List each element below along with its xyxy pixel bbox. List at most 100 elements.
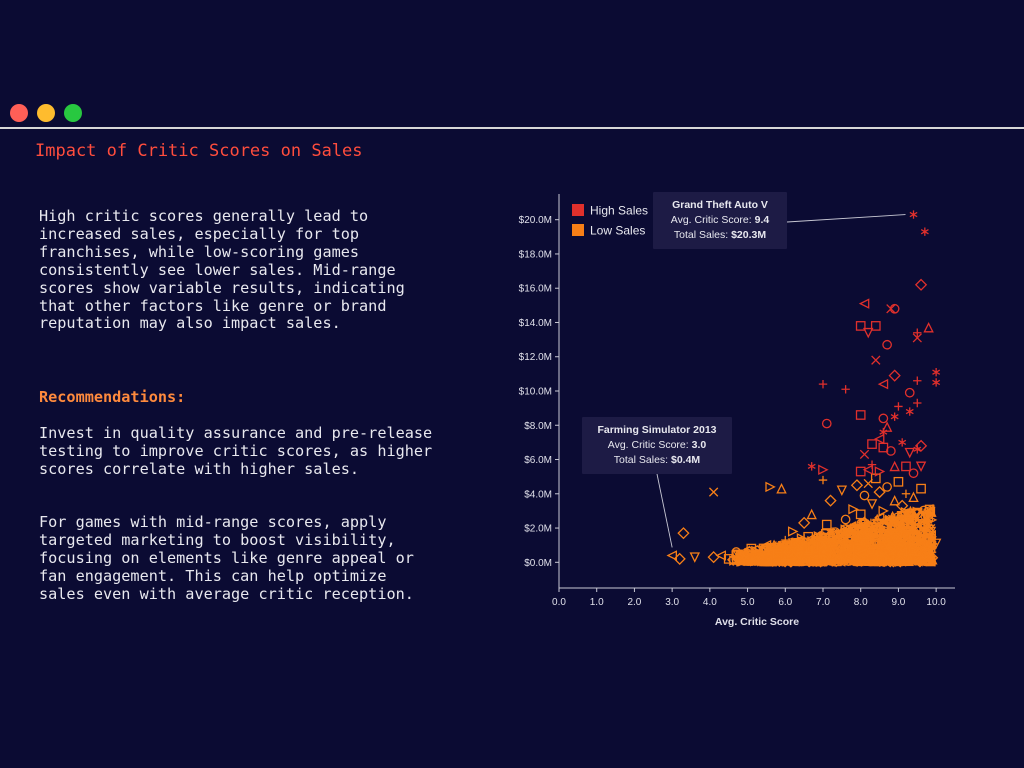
data-point	[898, 438, 907, 447]
data-point	[707, 551, 720, 564]
y-tick-label: $8.0M	[524, 421, 552, 432]
data-point	[841, 385, 850, 394]
data-point	[908, 543, 919, 554]
header-divider	[0, 127, 1024, 129]
data-point	[886, 446, 896, 456]
data-point	[844, 542, 855, 552]
legend-swatch	[572, 204, 584, 216]
data-point	[920, 227, 929, 236]
data-point	[760, 539, 772, 551]
x-tick-label: 6.0	[778, 597, 792, 608]
recommendations-heading: Recommendations:	[39, 388, 186, 406]
y-tick-label: $16.0M	[519, 284, 552, 295]
data-point	[873, 485, 886, 499]
data-point	[872, 535, 882, 546]
annotation-title: Farming Simulator 2013	[597, 424, 716, 436]
data-point	[919, 519, 930, 530]
y-tick-label: $12.0M	[519, 352, 552, 363]
data-point	[922, 517, 931, 526]
data-point	[915, 461, 927, 473]
data-point	[896, 499, 909, 512]
data-point	[882, 339, 892, 350]
data-point	[806, 508, 817, 520]
data-point	[907, 556, 917, 566]
data-point	[889, 533, 900, 544]
data-point	[818, 540, 828, 551]
data-point	[878, 550, 889, 561]
annotation-box	[582, 417, 732, 474]
data-point	[894, 402, 903, 411]
data-point	[913, 376, 922, 385]
data-point	[791, 550, 802, 561]
data-point	[840, 514, 851, 525]
data-point	[836, 485, 848, 497]
data-point	[818, 464, 829, 476]
data-point	[666, 550, 677, 561]
data-point	[904, 387, 915, 398]
data-point	[878, 413, 889, 424]
data-points	[666, 210, 942, 568]
x-tick-label: 9.0	[891, 597, 905, 608]
data-point	[896, 546, 908, 558]
data-point	[890, 412, 899, 421]
data-point	[904, 511, 915, 521]
data-point	[731, 547, 742, 557]
data-point	[884, 514, 896, 526]
data-point	[889, 494, 900, 506]
data-point	[848, 503, 859, 515]
data-point	[913, 398, 922, 408]
data-point	[829, 547, 840, 558]
data-point	[874, 466, 886, 477]
data-point	[774, 542, 785, 554]
data-point	[715, 550, 727, 561]
data-point	[866, 499, 878, 510]
data-point	[859, 490, 870, 501]
x-tick-label: 8.0	[854, 597, 868, 608]
data-point	[880, 541, 890, 551]
data-point	[863, 327, 874, 339]
data-point	[781, 535, 790, 545]
recommendation-2: For games with mid-range scores, apply t…	[39, 513, 414, 603]
close-window-button[interactable]	[10, 104, 28, 122]
data-point	[897, 522, 906, 531]
x-tick-label: 1.0	[590, 597, 604, 608]
data-point	[930, 538, 942, 550]
data-point	[867, 439, 877, 449]
data-point	[896, 545, 907, 556]
minimize-window-button[interactable]	[37, 104, 55, 122]
data-point	[882, 482, 892, 492]
data-point	[889, 303, 900, 314]
data-point	[904, 447, 915, 459]
data-point	[920, 529, 934, 542]
maximize-window-button[interactable]	[64, 104, 82, 122]
data-point	[850, 479, 864, 492]
annotation-leader-line	[656, 473, 673, 548]
series-low-sales	[666, 473, 942, 565]
data-point	[723, 554, 734, 564]
data-point	[853, 550, 866, 563]
x-tick-label: 5.0	[741, 597, 755, 608]
data-point	[862, 520, 875, 533]
data-point	[763, 554, 773, 565]
x-tick-label: 0.0	[552, 597, 566, 608]
data-point	[807, 462, 816, 471]
data-point	[765, 481, 776, 493]
data-point	[902, 536, 915, 549]
y-tick-label: $18.0M	[519, 249, 552, 260]
data-point	[915, 509, 927, 521]
data-point	[818, 475, 828, 485]
data-point	[833, 528, 843, 538]
data-point	[901, 489, 911, 498]
data-point	[900, 528, 912, 539]
data-point	[842, 526, 853, 536]
data-point	[911, 524, 922, 535]
data-point	[746, 543, 757, 554]
data-point	[855, 321, 866, 331]
data-point	[741, 547, 754, 560]
data-point	[858, 298, 870, 309]
data-point	[805, 556, 814, 566]
data-point	[905, 407, 914, 416]
data-point	[782, 545, 796, 559]
data-point	[865, 529, 876, 540]
data-point	[896, 518, 910, 531]
